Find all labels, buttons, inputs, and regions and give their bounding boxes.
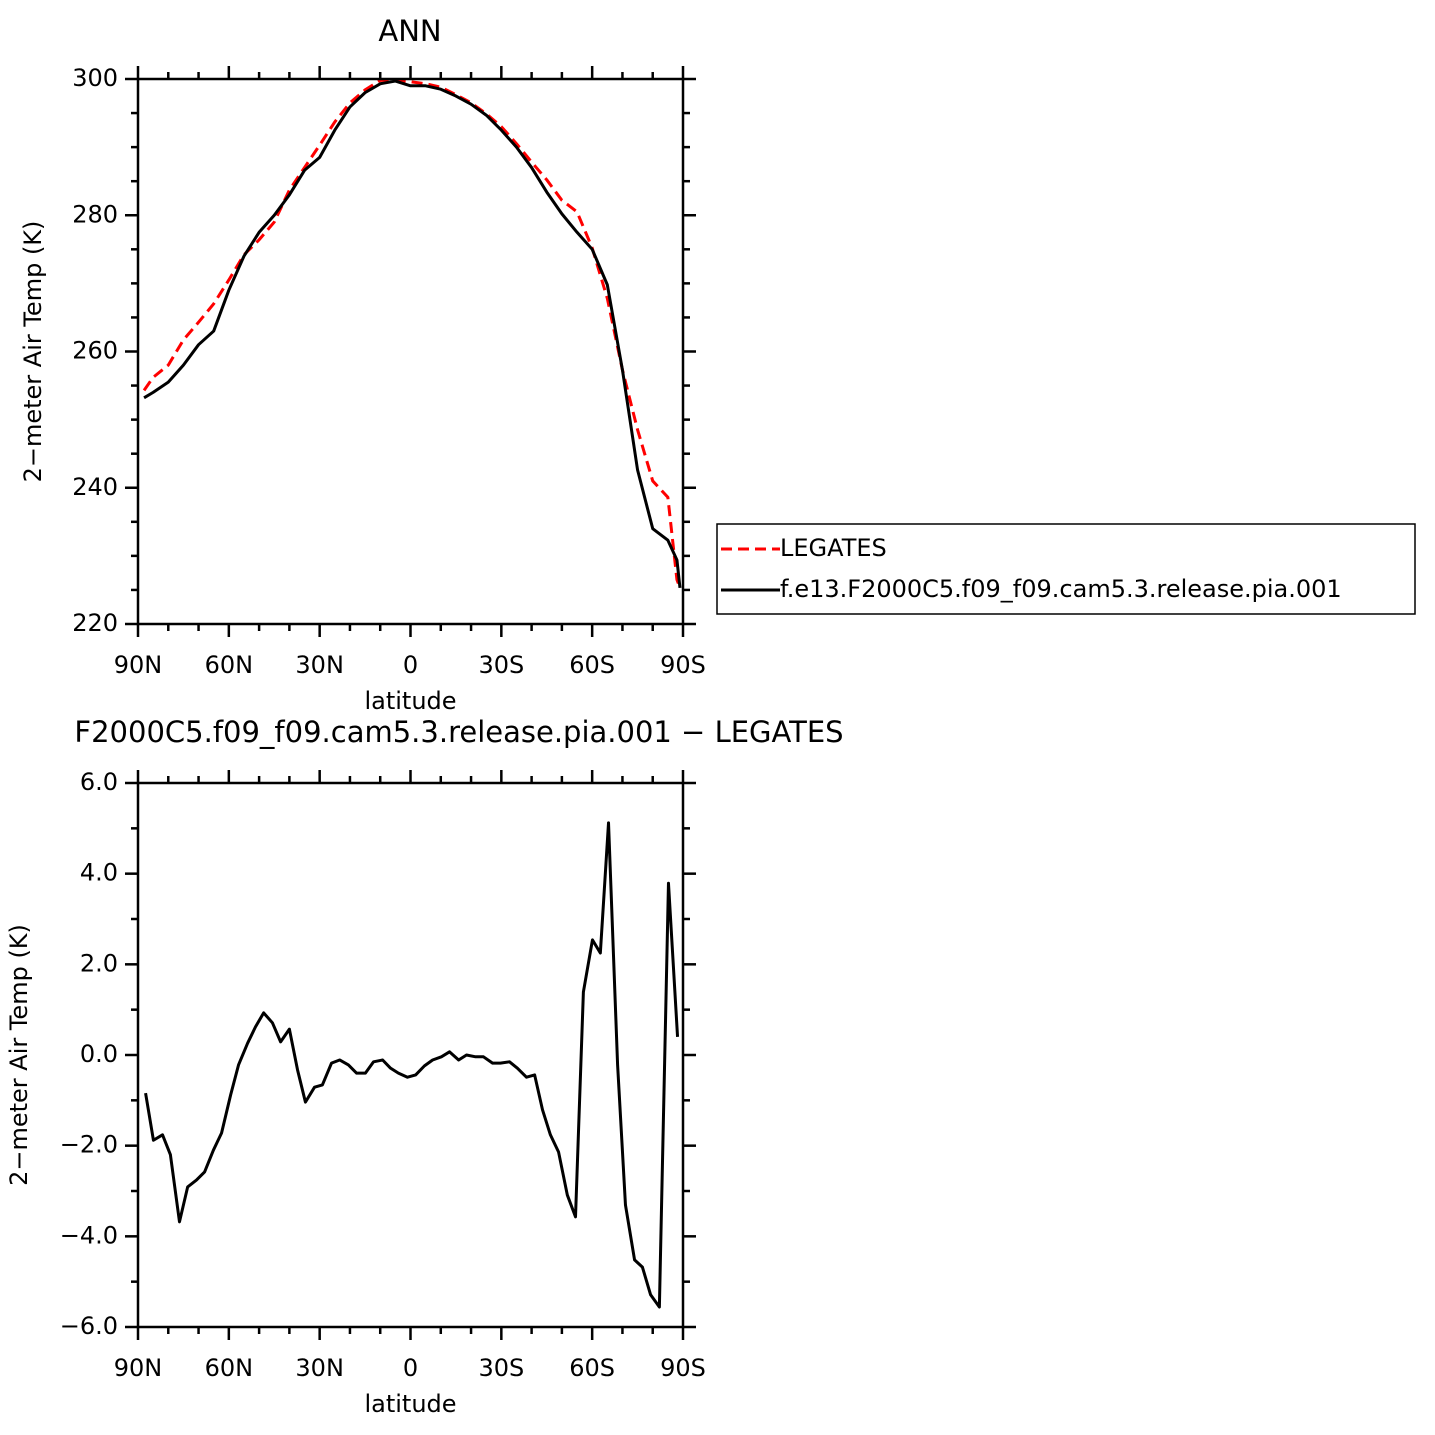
y-axis-label: 2−meter Air Temp (K)	[5, 924, 33, 1186]
x-tick-label: 30S	[478, 1354, 524, 1382]
y-tick-label: 220	[72, 609, 118, 637]
plot-frame	[136, 77, 685, 626]
x-tick-label: 60S	[569, 1354, 615, 1382]
data-line	[143, 79, 682, 589]
chart-title: F2000C5.f09_f09.cam5.3.release.pia.001 −…	[74, 715, 843, 749]
x-axis-label: latitude	[364, 1390, 456, 1418]
x-tick-label: 30N	[295, 651, 344, 679]
x-tick-label: 60N	[205, 651, 254, 679]
x-tick-label: 90S	[660, 651, 706, 679]
data-line	[142, 78, 682, 589]
x-tick-label: 30S	[478, 651, 524, 679]
y-tick-label: 280	[72, 200, 118, 228]
x-tick-label: 90S	[660, 1354, 706, 1382]
legend-label: f.e13.F2000C5.f09_f09.cam5.3.release.pia…	[780, 575, 1342, 603]
legend-label: LEGATES	[780, 534, 887, 562]
y-tick-label: −2.0	[60, 1131, 118, 1159]
x-tick-label: 30N	[295, 1354, 344, 1382]
x-tick-label: 90N	[114, 651, 163, 679]
x-tick-label: 60S	[569, 651, 615, 679]
data-line	[144, 821, 680, 1309]
legend-box	[716, 523, 1416, 615]
x-tick-label: 0	[403, 1354, 418, 1382]
y-tick-label: 2.0	[80, 949, 118, 977]
x-tick-label: 60N	[205, 1354, 254, 1382]
y-tick-label: −6.0	[60, 1312, 118, 1340]
y-axis-label: 2−meter Air Temp (K)	[19, 221, 47, 483]
y-tick-label: −4.0	[60, 1221, 118, 1249]
chart-title: ANN	[378, 14, 441, 48]
y-tick-label: 260	[72, 337, 118, 365]
y-tick-label: 4.0	[80, 859, 118, 887]
y-tick-label: 240	[72, 473, 118, 501]
y-tick-label: 0.0	[80, 1040, 118, 1068]
plot-frame	[136, 781, 685, 1329]
x-tick-label: 90N	[114, 1354, 163, 1382]
x-tick-label: 0	[403, 651, 418, 679]
y-tick-label: 300	[72, 64, 118, 92]
y-tick-label: 6.0	[80, 768, 118, 796]
x-axis-label: latitude	[364, 687, 456, 715]
